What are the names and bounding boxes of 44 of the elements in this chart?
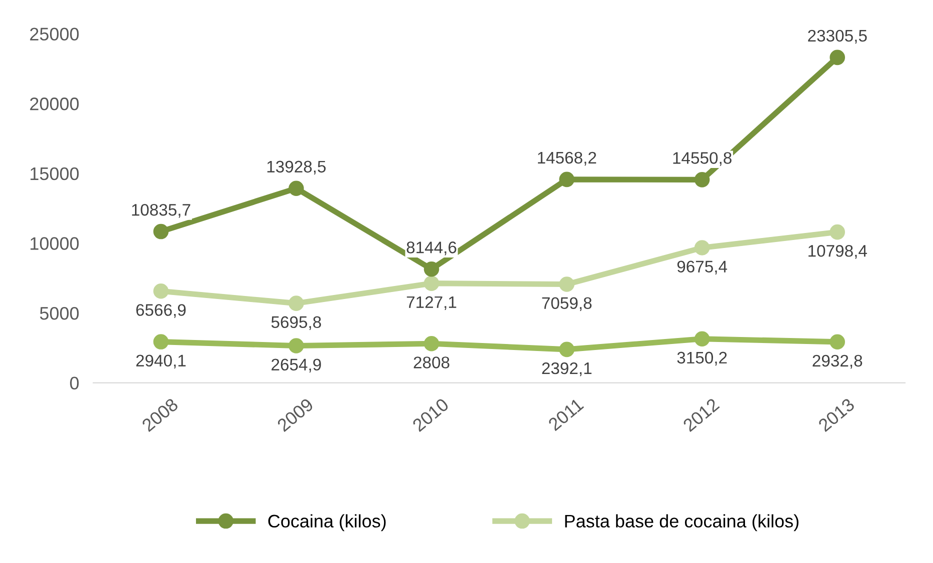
- point: [830, 50, 846, 66]
- legend-label: Pasta base de cocaina (kilos): [565, 514, 798, 532]
- y-tick-label: 0: [70, 376, 79, 390]
- point: [424, 336, 440, 352]
- y-tick-label: 5000: [40, 306, 79, 320]
- y-tick-label: 25000: [30, 28, 79, 40]
- point: [153, 284, 169, 299]
- y-tick-label: 10000: [30, 237, 79, 250]
- point: [694, 172, 710, 188]
- data-label: 13928,5: [267, 160, 326, 175]
- data-label: 2808: [414, 356, 450, 368]
- data-label: 9675,4: [677, 260, 728, 274]
- point: [694, 331, 710, 346]
- data-label: 2932,8: [812, 354, 862, 369]
- data-label: 23305,5: [808, 30, 867, 44]
- point: [694, 240, 710, 256]
- data-label: 2392,1: [542, 362, 592, 376]
- data-label: 2654,9: [272, 358, 321, 372]
- data-label: 2940,1: [136, 354, 186, 368]
- point: [288, 296, 304, 311]
- y-tick-label: 15000: [30, 167, 79, 180]
- data-label: 14550,8: [673, 152, 732, 166]
- data-label: 7127,1: [406, 296, 456, 310]
- data-label: 3150,2: [677, 352, 727, 366]
- point: [559, 172, 574, 188]
- point: [288, 180, 304, 196]
- data-label: 5695,8: [271, 316, 321, 330]
- data-label: 6566,9: [136, 304, 186, 318]
- data-label: 14568,2: [538, 152, 596, 166]
- data-label: 8144,6: [406, 242, 456, 256]
- data-label: 10835,7: [132, 204, 190, 218]
- point: [830, 334, 846, 350]
- point: [424, 276, 440, 291]
- point: [153, 334, 169, 350]
- point: [559, 342, 574, 358]
- point: [424, 261, 440, 277]
- point: [559, 276, 574, 292]
- data-label: 7059,8: [542, 297, 592, 311]
- point: [830, 224, 846, 240]
- point: [288, 338, 304, 354]
- point: [153, 224, 169, 240]
- data-label: 10798,4: [808, 245, 868, 259]
- y-tick-label: 20000: [30, 98, 79, 110]
- legend-label: Cocaina (kilos): [268, 514, 386, 532]
